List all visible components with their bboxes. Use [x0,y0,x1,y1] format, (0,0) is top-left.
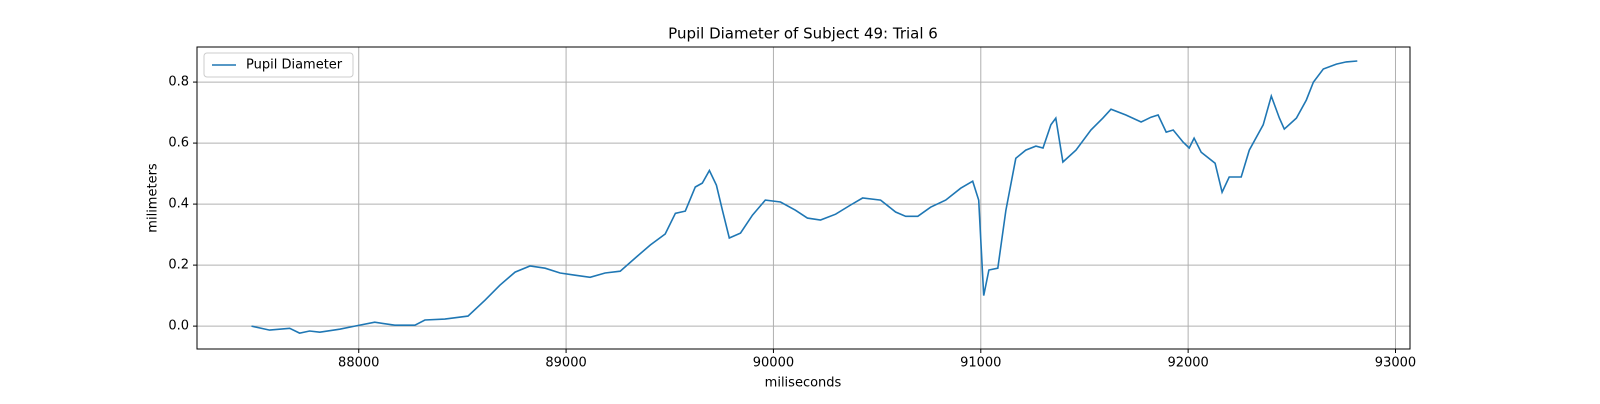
data-line [251,60,1358,334]
x-tick-label: 90000 [753,356,794,371]
y-tick-label: 0.6 [168,136,189,151]
y-tick-label: 0.8 [168,75,189,90]
y-tick-label: 0.0 [168,319,189,334]
legend-label: Pupil Diameter [246,58,343,73]
chart-title: Pupil Diameter of Subject 49: Trial 6 [668,25,938,43]
x-tick-label: 93000 [1375,356,1416,371]
x-tick-label: 89000 [545,356,586,371]
y-tick-label: 0.4 [168,197,189,212]
x-tick-label: 91000 [960,356,1001,371]
plot-frame [196,46,1411,350]
x-tick-label: 92000 [1167,356,1208,371]
x-axis-label: miliseconds [765,376,842,391]
legend-box [203,52,354,78]
y-axis-label: milimeters [146,163,161,233]
x-tick-label: 88000 [338,356,379,371]
y-tick-label: 0.2 [168,258,189,273]
